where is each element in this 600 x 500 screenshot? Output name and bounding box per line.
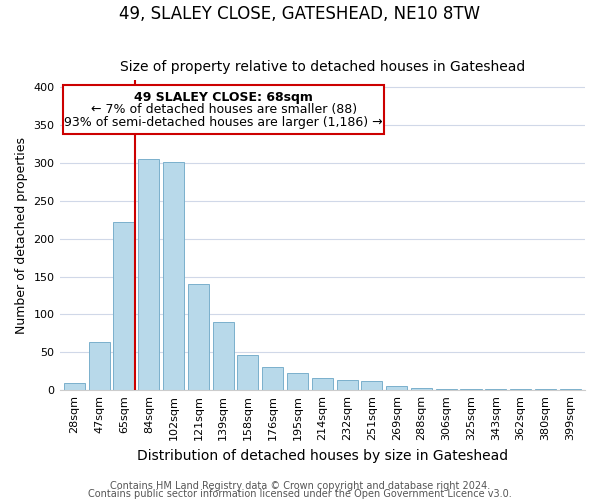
Text: 49 SLALEY CLOSE: 68sqm: 49 SLALEY CLOSE: 68sqm <box>134 91 313 104</box>
Bar <box>287 373 308 390</box>
Bar <box>337 380 358 390</box>
Bar <box>312 378 333 390</box>
Bar <box>361 381 382 390</box>
Bar <box>89 342 110 390</box>
Bar <box>63 85 384 134</box>
X-axis label: Distribution of detached houses by size in Gateshead: Distribution of detached houses by size … <box>137 448 508 462</box>
Bar <box>188 284 209 390</box>
Bar <box>411 388 432 390</box>
Bar <box>64 382 85 390</box>
Text: 49, SLALEY CLOSE, GATESHEAD, NE10 8TW: 49, SLALEY CLOSE, GATESHEAD, NE10 8TW <box>119 5 481 23</box>
Bar <box>436 388 457 390</box>
Bar <box>386 386 407 390</box>
Text: ← 7% of detached houses are smaller (88): ← 7% of detached houses are smaller (88) <box>91 103 357 116</box>
Bar <box>138 160 160 390</box>
Bar <box>212 322 233 390</box>
Title: Size of property relative to detached houses in Gateshead: Size of property relative to detached ho… <box>119 60 525 74</box>
Bar <box>113 222 134 390</box>
Bar <box>262 366 283 390</box>
Text: Contains HM Land Registry data © Crown copyright and database right 2024.: Contains HM Land Registry data © Crown c… <box>110 481 490 491</box>
Text: Contains public sector information licensed under the Open Government Licence v3: Contains public sector information licen… <box>88 489 512 499</box>
Y-axis label: Number of detached properties: Number of detached properties <box>15 136 28 334</box>
Text: 93% of semi-detached houses are larger (1,186) →: 93% of semi-detached houses are larger (… <box>64 116 383 128</box>
Bar <box>163 162 184 390</box>
Bar <box>238 356 259 390</box>
